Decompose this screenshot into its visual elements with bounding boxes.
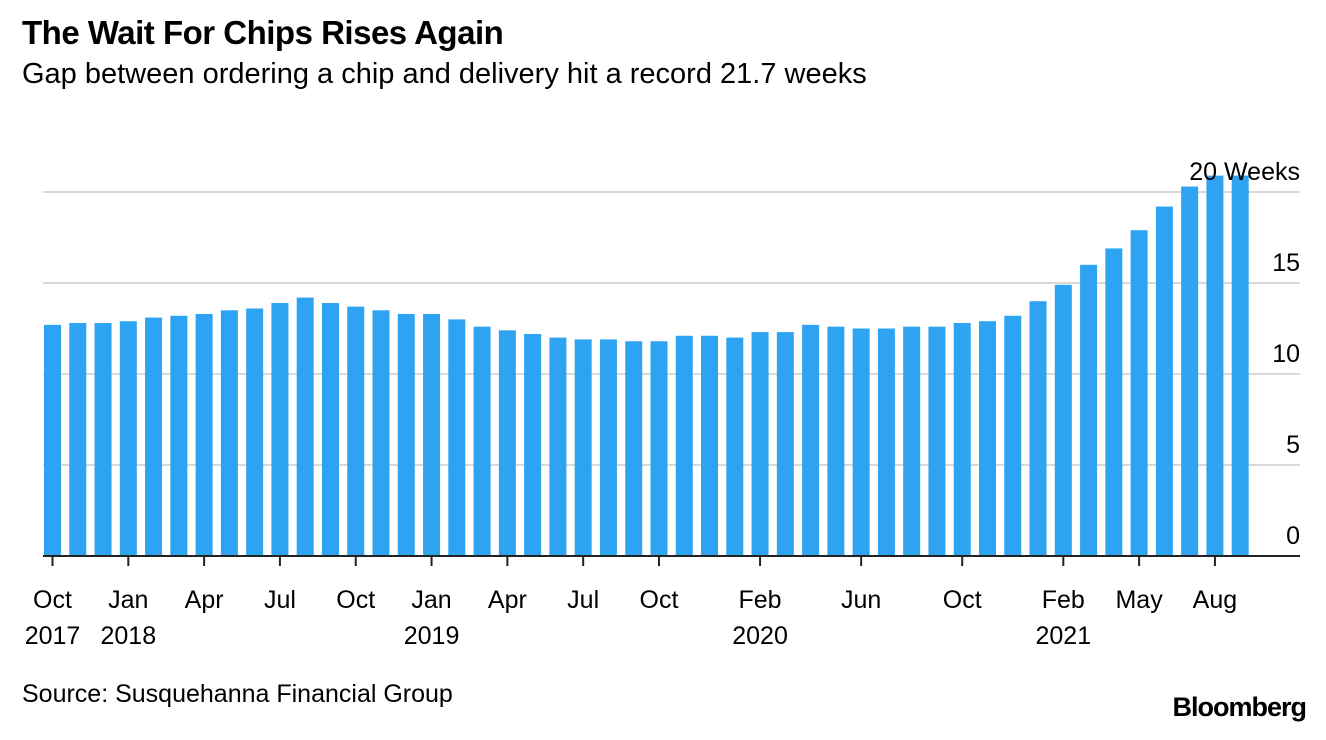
bar [675,335,693,556]
bar [751,332,769,556]
x-tick-label: Oct [33,586,72,614]
bar [220,310,238,556]
x-tick-label: Feb [739,586,782,614]
bar [574,339,592,556]
bar [903,326,921,556]
bar [271,303,289,556]
bar [94,323,112,556]
bar [498,330,516,556]
bar [625,341,643,556]
bar [397,313,415,556]
bar [44,324,61,556]
y-tick-label: 5 [1286,431,1300,459]
bar [1206,175,1224,556]
bar [599,339,617,556]
x-tick-label: Apr [488,586,527,614]
bar [423,313,441,556]
bar [650,341,668,556]
x-tick-year-label: 2017 [25,622,81,650]
x-tick-label: Oct [336,586,375,614]
y-tick-label: 10 [1272,340,1300,368]
bar [296,297,314,556]
bar [347,306,365,556]
bar [1004,315,1022,556]
x-tick-label: Jan [108,586,148,614]
x-tick-label: Oct [943,586,982,614]
bar [852,328,870,556]
x-tick-year-label: 2019 [404,622,460,650]
chart-title: The Wait For Chips Rises Again [22,14,504,51]
y-tick-label: 20 Weeks [1189,158,1300,186]
bar [1105,248,1123,557]
y-tick-label: 0 [1286,522,1300,550]
bar [372,310,390,556]
source-note: Source: Susquehanna Financial Group [22,680,453,708]
bar [195,313,213,556]
x-tick-label: Feb [1042,586,1085,614]
bar [1080,264,1098,556]
bar [726,337,744,556]
bar [827,326,845,556]
x-axis-ticks: Oct 2017 Jan 2018 Apr Jul Oct Jan 2019 Apr Jul Oct F… [25,556,1237,650]
x-tick-year-label: 2020 [732,622,788,650]
x-tick-label: Jan [411,586,451,614]
bar [1231,175,1249,556]
bar [776,332,794,556]
bar [1181,186,1199,557]
bars [44,175,1249,557]
y-axis-ticks: 0 5 10 15 20 Weeks [1189,158,1300,550]
x-tick-year-label: 2021 [1035,622,1091,650]
bar [1130,230,1148,556]
bar [1155,206,1173,556]
x-tick-label: Jul [264,586,296,614]
bar [170,315,188,556]
x-tick-year-label: 2018 [100,622,156,650]
x-tick-label: Oct [640,586,679,614]
x-tick-label: Jul [567,586,599,614]
bar [119,321,137,556]
bar [928,326,946,556]
bar [802,324,820,556]
bar [549,337,567,556]
chart-subtitle: Gap between ordering a chip and delivery… [22,58,867,90]
bar [473,326,491,556]
bar [701,335,719,556]
bar [448,319,466,556]
x-tick-label: Apr [185,586,224,614]
bloomberg-logo: Bloomberg [1172,692,1307,722]
bar [978,321,996,556]
x-tick-label: Jun [841,586,881,614]
bar [69,323,87,556]
x-tick-label: Aug [1193,586,1237,614]
y-tick-label: 15 [1272,249,1300,277]
bar [321,303,339,556]
bar [877,328,895,556]
bar [524,333,542,556]
x-tick-label: May [1115,586,1163,614]
bar [953,323,971,556]
bar [1054,284,1072,556]
bar [1029,301,1047,556]
bar [246,308,264,556]
bar [145,317,163,556]
